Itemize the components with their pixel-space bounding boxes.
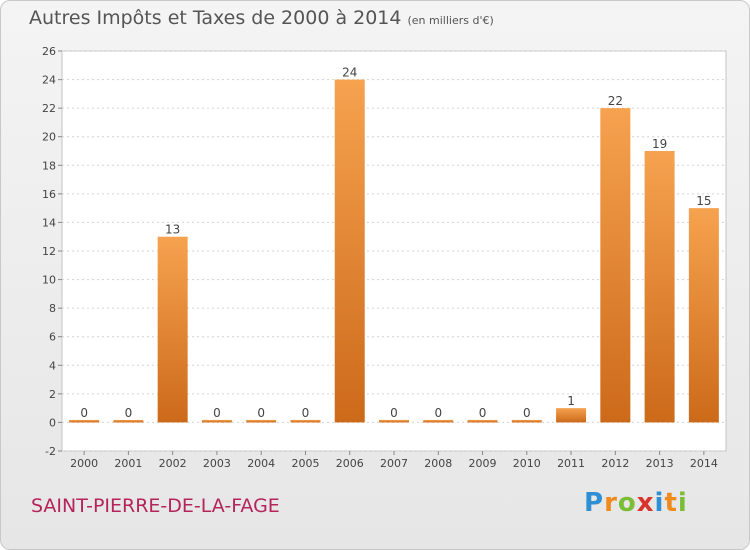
y-tick-label: 10	[42, 274, 56, 287]
y-tick-label: 2	[49, 388, 56, 401]
y-tick-label: -2	[45, 445, 56, 458]
y-tick-label: 8	[49, 302, 56, 315]
data-label: 15	[696, 194, 711, 208]
bar	[511, 419, 542, 423]
data-label: 0	[80, 406, 88, 420]
commune-name: SAINT-PIERRE-DE-LA-FAGE	[31, 495, 280, 517]
data-label: 0	[125, 406, 133, 420]
x-tick-label: 2007	[380, 457, 408, 470]
x-tick-label: 2006	[336, 457, 364, 470]
x-tick-label: 2010	[513, 457, 541, 470]
data-label: 24	[342, 66, 357, 80]
bar	[379, 419, 409, 423]
x-tick-label: 2005	[291, 457, 319, 470]
x-tick-label: 2008	[424, 457, 452, 470]
y-tick-label: 20	[42, 131, 56, 144]
logo-letter: i	[677, 488, 688, 518]
logo-letter: x	[636, 488, 655, 518]
x-tick-label: 2003	[203, 457, 231, 470]
x-tick-label: 2012	[601, 457, 629, 470]
bar	[556, 408, 587, 423]
y-tick-label: 6	[49, 331, 56, 344]
y-tick-label: 26	[42, 45, 56, 58]
y-tick-label: 18	[42, 159, 56, 172]
proxiti-logo: Proxiti	[584, 488, 688, 518]
x-tick-label: 2001	[114, 457, 142, 470]
bar	[113, 419, 144, 423]
chart-title-main: Autres Impôts et Taxes de 2000 à 2014	[29, 7, 402, 29]
data-label: 0	[390, 406, 398, 420]
chart-title: Autres Impôts et Taxes de 2000 à 2014 (en…	[29, 7, 494, 29]
x-tick-label: 2009	[469, 457, 497, 470]
data-label: 13	[165, 223, 180, 237]
data-label: 1	[567, 394, 575, 408]
bar	[201, 419, 232, 423]
y-tick-label: 14	[42, 216, 56, 229]
logo-letter: r	[604, 488, 618, 518]
logo-letter: i	[654, 488, 665, 518]
y-tick-label: 4	[49, 359, 56, 372]
y-tick-label: 24	[42, 74, 56, 87]
y-tick-label: 0	[49, 416, 56, 429]
bar	[467, 419, 498, 423]
bar	[157, 236, 188, 423]
x-tick-label: 2011	[557, 457, 585, 470]
y-tick-label: 16	[42, 188, 56, 201]
x-tick-label: 2002	[159, 457, 187, 470]
bar	[688, 208, 719, 423]
bar	[600, 108, 631, 423]
data-label: 19	[652, 137, 667, 151]
bar	[69, 419, 100, 423]
x-tick-label: 2004	[247, 457, 275, 470]
data-label: 0	[434, 406, 442, 420]
data-label: 0	[213, 406, 221, 420]
bar	[290, 419, 321, 423]
data-labels: 0 0 13 0 0 0 24 0 0 0 0 1 22 19 15	[80, 66, 711, 420]
y-tick-label: 22	[42, 102, 56, 115]
bar	[423, 419, 454, 423]
data-label: 0	[257, 406, 265, 420]
bar	[246, 419, 277, 423]
data-label: 0	[479, 406, 487, 420]
logo-letter: o	[617, 488, 637, 518]
x-tick-label: 2000	[70, 457, 98, 470]
x-tick-labels: 2000 2001 2002 2003 2004 2005 2006 2007 2008 2009…	[70, 451, 718, 470]
bar	[644, 151, 675, 423]
data-label: 0	[523, 406, 531, 420]
bars	[69, 79, 719, 423]
chart-subtitle: (en milliers d'€)	[407, 14, 494, 27]
data-label: 0	[302, 406, 310, 420]
data-label: 22	[608, 94, 623, 108]
x-tick-label: 2014	[690, 457, 718, 470]
x-tick-label: 2013	[646, 457, 674, 470]
y-tick-label: 12	[42, 245, 56, 258]
logo-letter: t	[664, 488, 678, 518]
logo-letter: P	[584, 488, 605, 518]
bar	[334, 79, 365, 423]
